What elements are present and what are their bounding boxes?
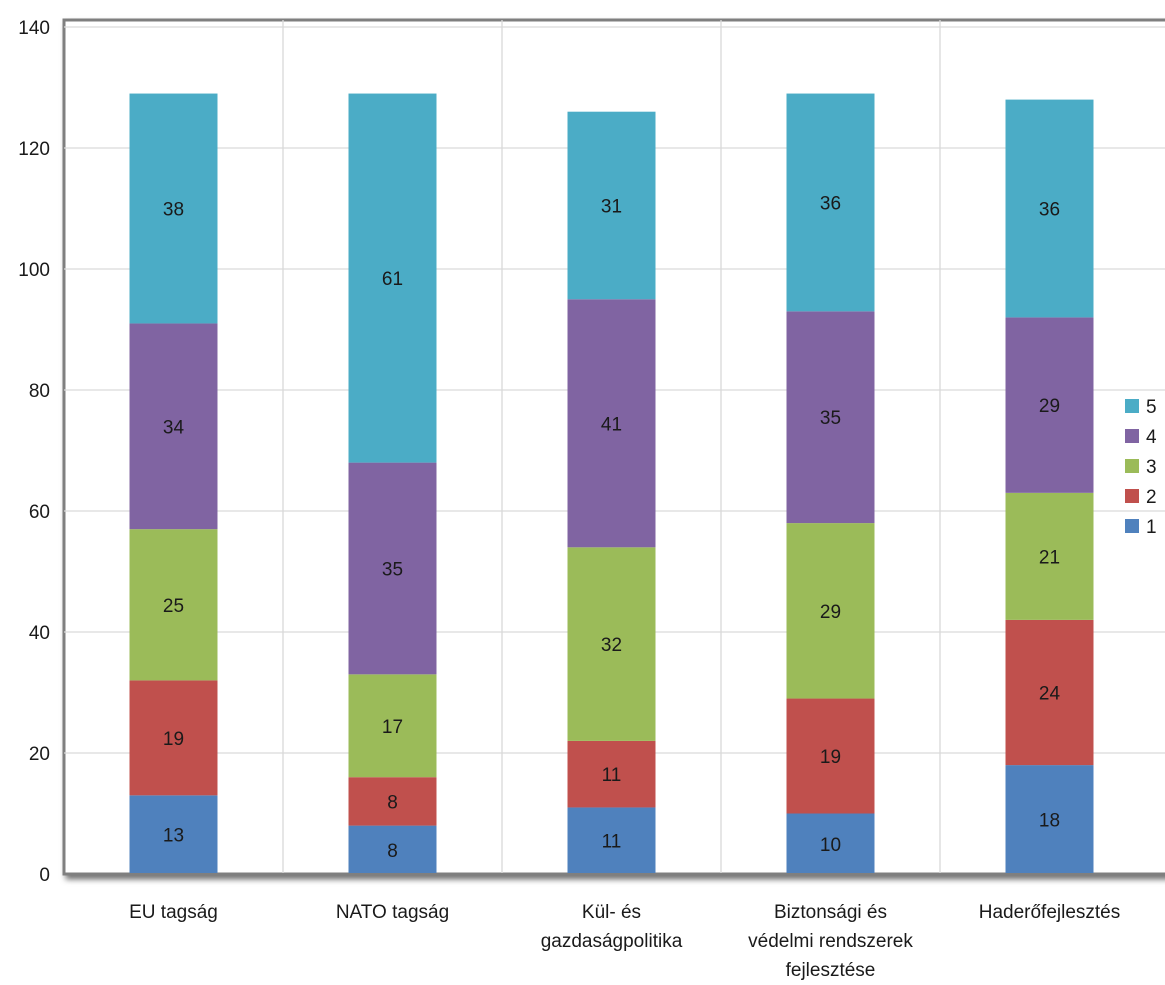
data-label: 10	[820, 835, 841, 856]
y-axis: 0 20 40 60 80 100 120 140	[18, 18, 50, 886]
bar-segment-series-4	[1005, 317, 1094, 493]
x-tick-label: EU tagság	[129, 902, 218, 923]
legend-swatch-3	[1125, 459, 1139, 473]
y-tick-label: 0	[39, 865, 50, 886]
legend: 5 4 3 2 1	[1125, 397, 1157, 538]
legend-label-1: 1	[1146, 517, 1157, 538]
data-label: 8	[387, 792, 398, 813]
legend-swatch-5	[1125, 399, 1139, 413]
bar-segment-series-2	[1005, 619, 1094, 766]
legend-label-5: 5	[1146, 397, 1157, 418]
legend-label-3: 3	[1146, 457, 1157, 478]
y-tick-label: 140	[18, 18, 50, 39]
bar-segment-series-3	[567, 547, 656, 741]
x-tick-label: Haderőfejlesztés	[979, 902, 1121, 923]
bar-segment-series-3	[1005, 492, 1094, 620]
bar-segment-series-2	[567, 740, 656, 808]
y-tick-label: 20	[29, 744, 50, 765]
y-tick-label: 100	[18, 260, 50, 281]
y-tick-label: 80	[29, 381, 50, 402]
bar-segment-series-5	[786, 93, 875, 312]
bar-segment-series-3	[348, 674, 437, 778]
bar-segment-series-4	[348, 462, 437, 675]
x-axis: EU tagság NATO tagság Kül- és gazdaságpolit…	[64, 873, 1165, 981]
data-label: 38	[163, 200, 184, 221]
bar-segment-series-5	[1005, 99, 1094, 318]
bar-segment-series-5	[129, 93, 218, 324]
bar-segment-series-2	[348, 777, 437, 826]
legend-label-4: 4	[1146, 427, 1157, 448]
data-label: 19	[163, 729, 184, 750]
bar-segment-series-4	[567, 299, 656, 548]
legend-swatch-1	[1125, 519, 1139, 533]
data-label: 11	[602, 832, 622, 853]
data-label: 18	[1039, 811, 1060, 832]
data-label: 34	[163, 417, 185, 438]
bars: 13 19 25 34 38 8 8 17 35 61 11 11 32 41 31 10 19 29 35 36 18…	[129, 93, 1094, 874]
data-label: 61	[382, 269, 403, 290]
data-label: 29	[820, 602, 841, 623]
bar-segment-series-2	[129, 680, 218, 796]
bar-segment-series-2	[786, 698, 875, 814]
data-label: 8	[387, 841, 398, 862]
data-label: 35	[820, 408, 841, 429]
data-label: 35	[382, 559, 403, 580]
bar-segment-series-4	[129, 323, 218, 530]
bar-segment-series-3	[786, 523, 875, 699]
bar-segment-series-1	[786, 813, 875, 874]
legend-swatch-4	[1125, 429, 1139, 443]
bar-segment-series-3	[129, 529, 218, 681]
bar-segment-series-1	[1005, 765, 1094, 874]
y-tick-label: 40	[29, 623, 50, 644]
data-label: 19	[820, 747, 841, 768]
data-label: 25	[163, 596, 184, 617]
data-label: 13	[163, 826, 184, 847]
data-label: 41	[601, 414, 622, 435]
bar-segment-series-1	[348, 825, 437, 874]
data-label: 21	[1039, 547, 1060, 568]
bar-segment-series-5	[567, 111, 656, 300]
x-tick-label: Kül- és gazdaságpolitika	[541, 902, 683, 952]
bar-segment-series-4	[786, 311, 875, 524]
y-tick-label: 120	[18, 139, 50, 160]
x-tick-label: Biztonsági és védelmi rendszerek fejleszté…	[748, 902, 913, 981]
data-label: 17	[382, 717, 403, 738]
data-label: 11	[602, 765, 622, 786]
data-label: 32	[601, 635, 622, 656]
bar-segment-series-5	[348, 93, 437, 463]
legend-swatch-2	[1125, 489, 1139, 503]
data-label: 24	[1039, 684, 1061, 705]
bar-segment-series-1	[129, 795, 218, 874]
x-tick-label: NATO tagság	[336, 902, 449, 923]
legend-label-2: 2	[1146, 487, 1157, 508]
data-label: 36	[1039, 200, 1060, 221]
data-label: 31	[601, 196, 622, 217]
data-label: 29	[1039, 396, 1060, 417]
bar-segment-series-1	[567, 807, 656, 874]
data-label: 36	[820, 193, 841, 214]
y-tick-label: 60	[29, 502, 50, 523]
